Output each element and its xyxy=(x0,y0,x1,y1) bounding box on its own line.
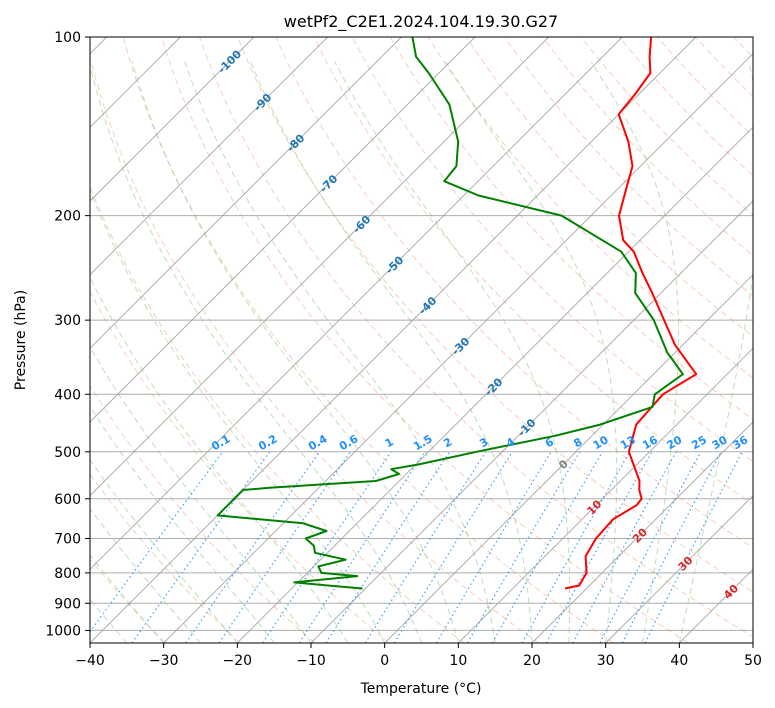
mixing-ratio-line xyxy=(325,451,451,643)
mixing-ratio-line xyxy=(545,451,653,643)
y-tick-label: 700 xyxy=(54,532,81,548)
x-tick-label: 10 xyxy=(449,653,467,669)
isotherm-line xyxy=(752,642,753,643)
isotherm-line xyxy=(90,37,402,350)
dry-adiabat-line xyxy=(90,55,540,643)
dry-adiabat-line xyxy=(618,37,753,177)
dry-adiabat-line xyxy=(90,290,390,643)
plot-frame xyxy=(89,36,754,644)
dry-adiabat-line xyxy=(275,37,753,549)
isotherm-line xyxy=(310,200,753,643)
x-tick-label: 50 xyxy=(744,653,762,669)
isotherm-line xyxy=(90,37,476,423)
moist-adiabat-line xyxy=(445,61,618,643)
isotherm-line xyxy=(90,37,697,643)
plot-area-background xyxy=(90,37,753,643)
chart-title: wetPf2_C2E1.2024.104.19.30.G27 xyxy=(284,12,558,32)
moist-adiabat-line xyxy=(90,405,275,643)
moist-adiabat-line xyxy=(90,508,201,643)
mixing-ratio-line xyxy=(131,451,271,643)
y-tick-label: 500 xyxy=(54,445,81,461)
y-tick-label: 600 xyxy=(54,492,81,508)
moist-adiabat-line xyxy=(334,61,571,643)
moist-adiabat-line xyxy=(678,61,753,643)
mixing-ratio-line xyxy=(298,451,426,643)
mixing-ratio-line xyxy=(572,451,677,643)
isotherm-line xyxy=(605,494,753,643)
isotherm-line xyxy=(90,37,550,497)
x-tick-label: 0 xyxy=(380,653,389,669)
x-tick-label: 40 xyxy=(670,653,688,669)
x-tick-label: −30 xyxy=(149,653,179,669)
y-tick-label: 900 xyxy=(54,596,81,612)
dry-adiabat-line xyxy=(160,37,689,643)
x-tick-label: −40 xyxy=(75,653,105,669)
isotherm-line xyxy=(90,37,329,276)
moist-adiabat-line xyxy=(250,61,533,643)
dry-adiabat-line xyxy=(504,37,753,297)
moist-adiabat-line xyxy=(90,554,165,643)
moist-adiabat-line xyxy=(90,598,128,643)
profile-lines xyxy=(216,37,698,590)
mixing-ratio-line xyxy=(185,451,321,643)
x-tick-label: 20 xyxy=(523,653,541,669)
moist-adiabat-line xyxy=(90,63,422,643)
y-tick-label: 1000 xyxy=(45,623,81,639)
temperature-profile-line xyxy=(564,37,698,590)
axes: −40 −30 −20 −10 0 10 20 30 40 50 1000 900 800 700 600 5… xyxy=(45,30,762,669)
dry-adiabat-line xyxy=(427,37,753,379)
moist-adiabat-line xyxy=(90,189,386,643)
x-tick-label: 30 xyxy=(597,653,615,669)
mixing-ratio-line xyxy=(435,451,552,643)
mixing-ratio-line xyxy=(491,451,604,643)
dewpoint-profile-line xyxy=(216,37,684,590)
isotherm-line xyxy=(90,37,255,202)
y-axis-label: Pressure (hPa) xyxy=(13,290,29,390)
dry-adiabat-line xyxy=(313,37,753,505)
isotherm-line xyxy=(531,421,753,643)
y-tick-label: 200 xyxy=(54,209,81,225)
dry-adiabat-line xyxy=(351,37,753,463)
dry-adiabat-line xyxy=(199,37,753,638)
mixing-ratio-line xyxy=(364,451,487,643)
isotherm-line xyxy=(90,37,623,571)
moist-adiabat-line xyxy=(131,61,459,643)
mixing-ratio-line xyxy=(90,451,224,633)
x-tick-label: −20 xyxy=(223,653,253,669)
mixing-ratio-line xyxy=(393,451,513,643)
dry-adiabat-line xyxy=(90,185,465,643)
y-tick-label: 100 xyxy=(54,30,81,46)
y-tick-label: 800 xyxy=(54,566,81,582)
moist-adiabat-line xyxy=(90,276,349,643)
isotherm-line xyxy=(384,273,753,643)
isotherm-line xyxy=(457,347,753,643)
dry-adiabat-line xyxy=(122,37,614,643)
mixing-ratio-line xyxy=(521,451,631,643)
y-tick-label: 400 xyxy=(54,387,81,403)
x-tick-label: −10 xyxy=(296,653,326,669)
mixing-ratio-line xyxy=(466,451,581,643)
dry-adiabat-line xyxy=(237,37,753,593)
moist-adiabat-line xyxy=(90,458,238,643)
moist-adiabat-line xyxy=(590,61,679,643)
isotherm-line xyxy=(236,126,753,643)
dry-adiabat-line xyxy=(90,384,316,643)
moist-adiabat-line xyxy=(90,345,312,643)
isotherm-line xyxy=(163,52,753,643)
y-tick-label: 300 xyxy=(54,313,81,329)
moist-adiabat-line xyxy=(184,61,496,643)
x-axis-label: Temperature (°C) xyxy=(360,681,482,697)
